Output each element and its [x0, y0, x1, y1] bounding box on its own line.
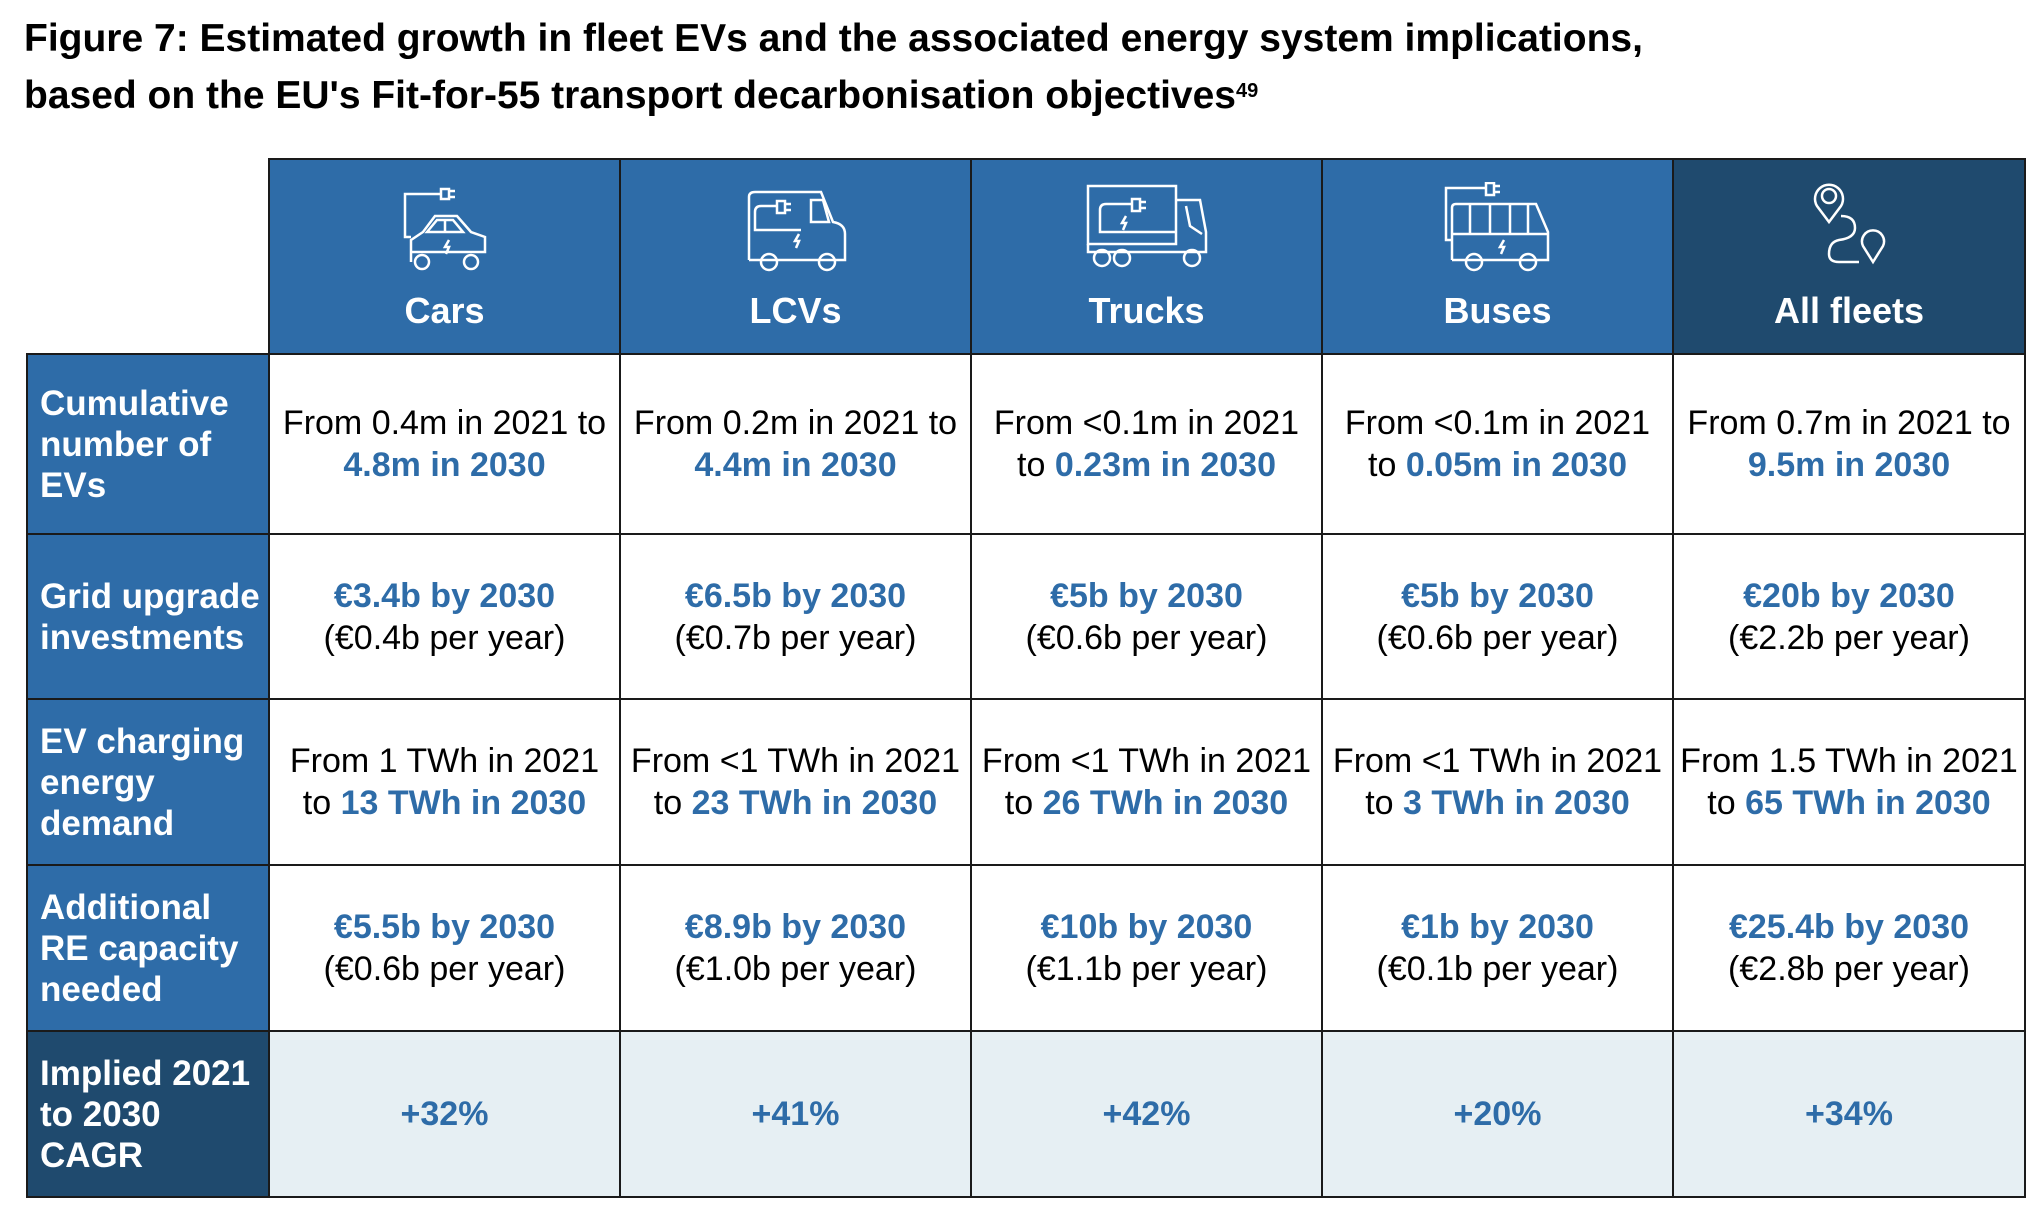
- cell-text: From 1 TWh in 2021 to: [289, 742, 600, 822]
- column-header-lcvs: LCVs: [619, 158, 972, 355]
- cagr-cell: +20%: [1321, 1030, 1674, 1198]
- title-line-2: based on the EU's Fit-for-55 transport d…: [24, 74, 1236, 117]
- table-cell: €1b by 2030 (€0.1b per year): [1321, 864, 1674, 1032]
- electric-bus-icon: [1444, 182, 1549, 272]
- electric-car-icon: [403, 187, 486, 271]
- cell-text: From <1 TWh in 2021 to: [1332, 742, 1663, 822]
- row-label: Implied 2021 to 2030 CAGR: [26, 1030, 270, 1198]
- cell-text: From 0.2m in 2021 to: [633, 404, 958, 442]
- electric-truck-icon: [1086, 184, 1207, 268]
- fleet-ev-table: Cars LCVs Trucks Buses: [26, 158, 2026, 1198]
- cell-text: From <0.1m in 2021 to: [1344, 404, 1651, 484]
- cell-highlight: 9.5m in 2030: [1747, 446, 1951, 484]
- cell-text: (€2.8b per year): [1728, 950, 1970, 988]
- cell-text: (€1.1b per year): [1025, 950, 1268, 988]
- cell-highlight: 13 TWh in 2030: [340, 784, 587, 822]
- cell-text: (€0.6b per year): [1025, 618, 1268, 657]
- cell-text: From 1.5 TWh in 2021 to: [1680, 742, 2018, 822]
- cagr-cell: +34%: [1672, 1030, 2026, 1198]
- table-cell: From 0.4m in 2021 to 4.8m in 2030: [268, 353, 621, 535]
- column-label: Buses: [1443, 290, 1552, 331]
- table-row-cagr: Implied 2021 to 2030 CAGR +32% +41% +42%…: [26, 1030, 2026, 1198]
- header-row: Cars LCVs Trucks Buses: [27, 158, 2026, 355]
- column-label: Trucks: [1088, 290, 1205, 331]
- cell-highlight: 65 TWh in 2030: [1745, 784, 1991, 822]
- cagr-cell: +41%: [619, 1030, 972, 1198]
- table-row-charging-demand: EV charging energy demand From 1 TWh in …: [26, 698, 2026, 866]
- table-cell: From 0.2m in 2021 to 4.4m in 2030: [619, 353, 972, 535]
- cell-highlight: €6.5b by 2030: [684, 576, 907, 615]
- figure-title: Figure 7: Estimated growth in fleet EVs …: [24, 10, 2024, 124]
- table-cell: €20b by 2030 (€2.2b per year): [1672, 533, 2026, 700]
- row-label: Cumulative number of EVs: [26, 353, 270, 535]
- table-cell: From 1.5 TWh in 2021 to 65 TWh in 2030: [1672, 698, 2026, 866]
- table-cell: €6.5b by 2030 (€0.7b per year): [619, 533, 972, 700]
- table-cell: €8.9b by 2030 (€1.0b per year): [619, 864, 972, 1032]
- table-cell: €5b by 2030 (€0.6b per year): [1321, 533, 1674, 700]
- column-label: All fleets: [1773, 290, 1925, 331]
- row-label: EV charging energy demand: [26, 698, 270, 866]
- table-cell: From <1 TWh in 2021 to 3 TWh in 2030: [1321, 698, 1674, 866]
- column-label: LCVs: [749, 290, 842, 331]
- footnote-ref: 49: [1236, 80, 1259, 102]
- table-row-grid-upgrade: Grid upgrade investments €3.4b by 2030 (€…: [26, 533, 2026, 700]
- table-cell: From <1 TWh in 2021 to 26 TWh in 2030: [970, 698, 1323, 866]
- cell-text: From <1 TWh in 2021 to: [630, 742, 961, 822]
- row-label: Additional RE capacity needed: [26, 864, 270, 1032]
- cell-highlight: €1b by 2030: [1401, 908, 1594, 946]
- cagr-cell: +42%: [970, 1030, 1323, 1198]
- table-cell: €10b by 2030 (€1.1b per year): [970, 864, 1323, 1032]
- table-cell: From <0.1m in 2021 to 0.05m in 2030: [1321, 353, 1674, 535]
- column-header-cars: Cars: [268, 158, 621, 355]
- cell-highlight: €20b by 2030: [1743, 576, 1955, 615]
- cell-text: From <0.1m in 2021 to: [993, 404, 1300, 484]
- cell-text: (€2.2b per year): [1728, 618, 1970, 657]
- row-label: Grid upgrade investments: [26, 533, 270, 700]
- cell-highlight: 3 TWh in 2030: [1403, 784, 1630, 822]
- cell-highlight: 0.05m in 2030: [1405, 446, 1627, 484]
- cell-highlight: 23 TWh in 2030: [691, 784, 938, 822]
- column-header-buses: Buses: [1321, 158, 1674, 355]
- cell-text: (€0.6b per year): [323, 950, 566, 988]
- route-pins-icon: [1813, 183, 1886, 265]
- cell-highlight: €25.4b by 2030: [1728, 908, 1970, 946]
- cell-text: (€0.1b per year): [1376, 950, 1619, 988]
- corner-cell: [27, 159, 269, 354]
- column-label: Cars: [404, 290, 485, 331]
- table-cell: €25.4b by 2030 (€2.8b per year): [1672, 864, 2026, 1032]
- column-header-trucks: Trucks: [970, 158, 1323, 355]
- cell-highlight: 4.8m in 2030: [343, 446, 546, 484]
- table-cell: From <0.1m in 2021 to 0.23m in 2030: [970, 353, 1323, 535]
- cell-highlight: €5.5b by 2030: [333, 908, 556, 946]
- table-cell: From 0.7m in 2021 to 9.5m in 2030: [1672, 353, 2026, 535]
- cell-text: From <1 TWh in 2021 to: [981, 742, 1312, 822]
- cagr-cell: +32%: [268, 1030, 621, 1198]
- cell-highlight: 0.23m in 2030: [1054, 446, 1276, 484]
- cell-text: (€0.4b per year): [323, 618, 566, 657]
- table-cell: €5.5b by 2030 (€0.6b per year): [268, 864, 621, 1032]
- title-line-1: Figure 7: Estimated growth in fleet EVs …: [24, 17, 1643, 60]
- column-header-all-fleets: All fleets: [1672, 158, 2026, 355]
- cell-text: (€0.7b per year): [674, 618, 917, 657]
- cell-highlight: €5b by 2030: [1050, 576, 1243, 615]
- table-cell: From <1 TWh in 2021 to 23 TWh in 2030: [619, 698, 972, 866]
- table-cell: €5b by 2030 (€0.6b per year): [970, 533, 1323, 700]
- table-cell: €3.4b by 2030 (€0.4b per year): [268, 533, 621, 700]
- cell-highlight: €5b by 2030: [1401, 576, 1594, 615]
- cell-highlight: €8.9b by 2030: [684, 908, 907, 946]
- cell-text: From 0.4m in 2021 to: [282, 404, 607, 442]
- electric-van-icon: [747, 190, 846, 272]
- cell-text: (€0.6b per year): [1376, 618, 1619, 657]
- table-row-cumulative-evs: Cumulative number of EVs From 0.4m in 20…: [26, 353, 2026, 535]
- table-cell: From 1 TWh in 2021 to 13 TWh in 2030: [268, 698, 621, 866]
- table-row-re-capacity: Additional RE capacity needed €5.5b by 2…: [26, 864, 2026, 1032]
- cell-highlight: €3.4b by 2030: [333, 576, 556, 615]
- cell-text: (€1.0b per year): [674, 950, 917, 988]
- cell-text: From 0.7m in 2021 to: [1687, 404, 2011, 442]
- cell-highlight: 26 TWh in 2030: [1042, 784, 1289, 822]
- cell-highlight: 4.4m in 2030: [694, 446, 897, 484]
- cell-highlight: €10b by 2030: [1040, 908, 1253, 946]
